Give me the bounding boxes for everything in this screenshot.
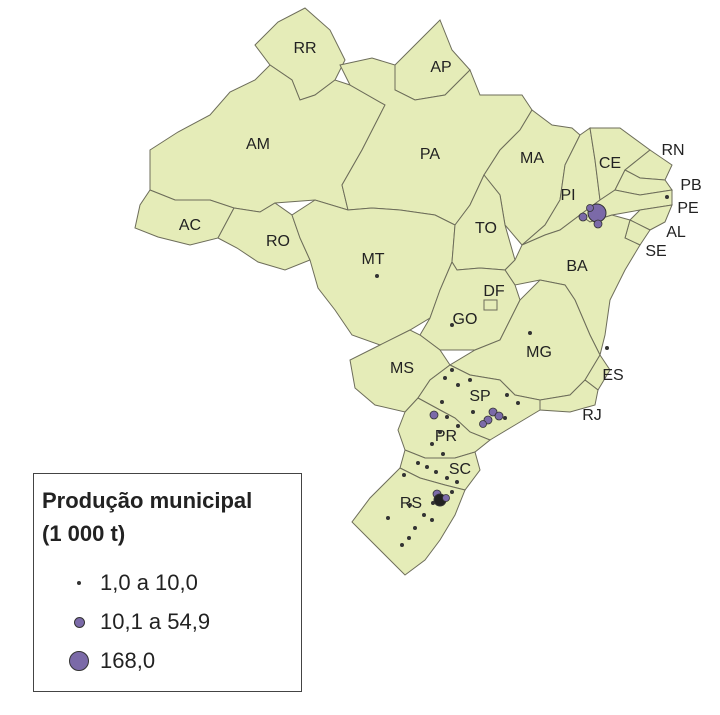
- label-rn: RN: [661, 142, 684, 159]
- point-medium: [442, 494, 450, 502]
- point-small: [605, 346, 609, 350]
- label-to: TO: [475, 220, 497, 237]
- state-al: [629, 204, 673, 231]
- point-medium: [488, 407, 498, 417]
- label-mg: MG: [526, 344, 552, 361]
- legend-item-label: 10,1 a 54,9: [100, 609, 211, 634]
- point-small: [386, 516, 390, 520]
- point-medium: [429, 410, 439, 420]
- point-small: [468, 378, 472, 382]
- label-df: DF: [483, 283, 505, 300]
- label-pb: PB: [680, 177, 701, 194]
- label-sc: SC: [449, 461, 471, 478]
- point-small: [516, 401, 520, 405]
- point-small: [455, 480, 459, 484]
- legend-item-label: 1,0 a 10,0: [100, 570, 198, 595]
- point-small: [438, 430, 442, 434]
- point-small: [408, 503, 412, 507]
- point-small: [503, 416, 507, 420]
- point-small: [665, 195, 669, 199]
- label-es: ES: [602, 367, 623, 384]
- point-medium: [586, 204, 594, 212]
- point-medium: [593, 219, 603, 229]
- point-small: [441, 452, 445, 456]
- label-ac: AC: [179, 217, 201, 234]
- point-small: [450, 368, 454, 372]
- legend-item-medium: 10,1 a 54,9: [64, 607, 210, 637]
- label-pa: PA: [420, 146, 440, 163]
- label-ba: BA: [566, 258, 588, 275]
- map-legend: Produção municipal (1 000 t) 1,0 a 10,0 …: [33, 473, 302, 692]
- label-pr: PR: [435, 428, 457, 445]
- point-small: [422, 513, 426, 517]
- point-small: [413, 526, 417, 530]
- production-points: [375, 195, 669, 547]
- point-small: [471, 410, 475, 414]
- legend-title-line2: (1 000 t): [42, 521, 126, 546]
- point-small: [440, 400, 444, 404]
- legend-title-line1: Produção municipal: [42, 488, 253, 513]
- label-mt: MT: [361, 251, 384, 268]
- label-se: SE: [645, 243, 666, 260]
- point-medium: [494, 411, 504, 421]
- point-small: [375, 274, 379, 278]
- label-sp: SP: [469, 388, 490, 405]
- point-small: [402, 473, 406, 477]
- state-pr: [397, 397, 491, 459]
- state-df: [483, 299, 498, 311]
- small-dot-icon: [64, 581, 94, 585]
- legend-item-large: 168,0: [64, 646, 155, 676]
- point-small: [505, 393, 509, 397]
- point-small: [445, 415, 449, 419]
- point-small: [430, 518, 434, 522]
- point-small: [456, 424, 460, 428]
- label-go: GO: [453, 311, 478, 328]
- label-ma: MA: [520, 150, 544, 167]
- point-small: [407, 536, 411, 540]
- label-ms: MS: [390, 360, 414, 377]
- point-small: [430, 442, 434, 446]
- label-pi: PI: [560, 187, 575, 204]
- point-small: [450, 490, 454, 494]
- point-small: [416, 461, 420, 465]
- legend-item-label: 168,0: [100, 648, 156, 673]
- point-small: [528, 331, 532, 335]
- point-small: [431, 501, 435, 505]
- legend-item-small: 1,0 a 10,0: [64, 568, 198, 598]
- legend-title: Produção municipal (1 000 t): [42, 484, 252, 550]
- point-medium: [479, 420, 487, 428]
- point-small: [445, 476, 449, 480]
- label-ro: RO: [266, 233, 290, 250]
- point-small: [456, 383, 460, 387]
- label-pe: PE: [677, 200, 698, 217]
- large-dot-icon: [64, 651, 94, 671]
- label-ap: AP: [430, 59, 451, 76]
- point-medium: [578, 212, 588, 222]
- point-small: [450, 323, 454, 327]
- label-ce: CE: [599, 155, 621, 172]
- state-ac: [134, 189, 235, 246]
- label-rr: RR: [293, 40, 316, 57]
- label-am: AM: [246, 136, 270, 153]
- point-small: [400, 543, 404, 547]
- label-rj: RJ: [582, 407, 602, 424]
- point-small: [443, 376, 447, 380]
- label-al: AL: [666, 224, 686, 241]
- point-small: [425, 465, 429, 469]
- point-small: [434, 470, 438, 474]
- medium-dot-icon: [64, 616, 94, 628]
